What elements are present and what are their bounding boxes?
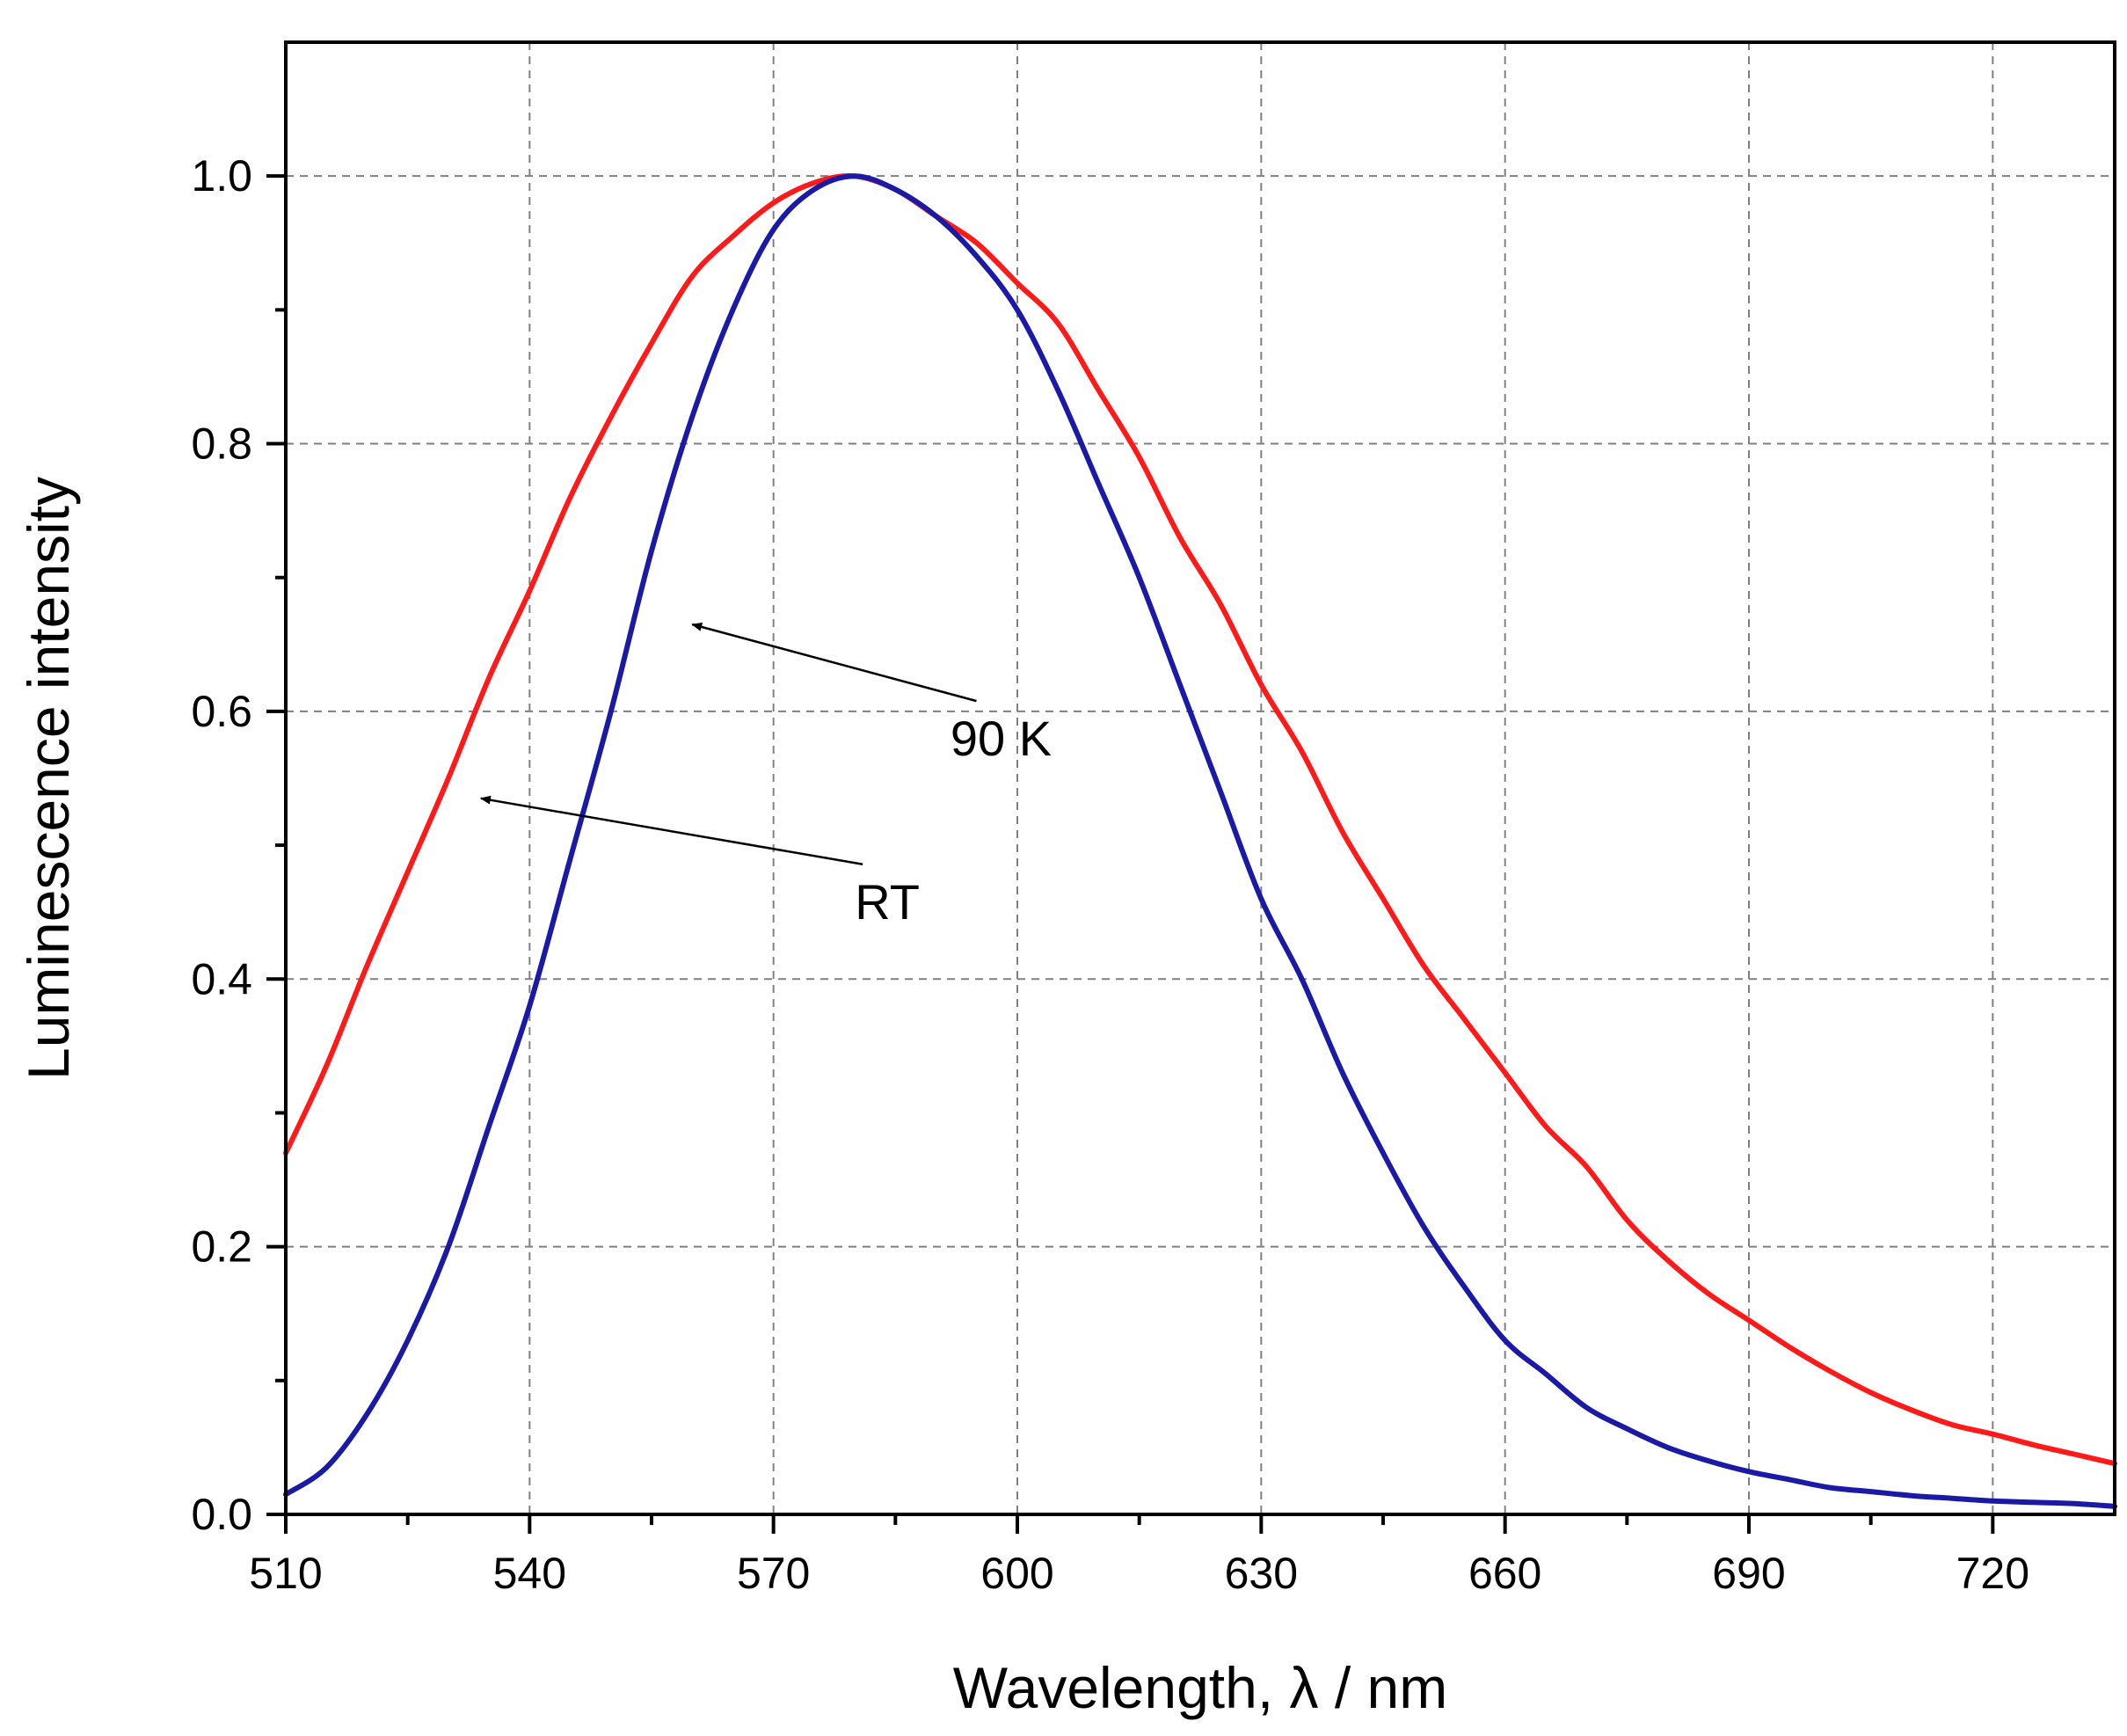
plot-frame	[284, 40, 2116, 1516]
x-tick-label: 660	[1468, 1549, 1541, 1598]
series-line-rt	[283, 172, 2117, 1467]
x-tick-label: 600	[980, 1549, 1053, 1598]
y-tick-label: 0.8	[191, 419, 252, 469]
annotation-arrow-90-k	[691, 623, 977, 703]
x-tick-label: 510	[249, 1549, 322, 1598]
x-tick-label: 690	[1712, 1549, 1785, 1598]
data-series	[283, 172, 2117, 1509]
x-tick-label: 570	[737, 1549, 810, 1598]
annotations: 90 K RT	[479, 623, 1052, 930]
y-tick-label: 0.4	[191, 954, 252, 1003]
x-tick-label: 630	[1225, 1549, 1298, 1598]
tick-labels: 510 540 570 600 630 660 690 720 0.0 0.2 0.4 0.6 0.8 1…	[191, 151, 2029, 1598]
axis-ticks	[266, 174, 1995, 1534]
x-axis-label: Wavelength, λ / nm	[953, 1655, 1447, 1720]
grid-lines	[286, 42, 2115, 1514]
x-tick-label: 720	[1956, 1549, 2029, 1598]
y-tick-label: 0.2	[191, 1222, 252, 1272]
y-tick-label: 0.0	[191, 1490, 252, 1539]
annotation-arrow-rt	[479, 795, 863, 866]
series-line-90-k	[283, 173, 2117, 1509]
y-axis-label: Luminescence intensity	[16, 477, 81, 1080]
annotation-label-90-k: 90 K	[951, 711, 1052, 766]
x-tick-label: 540	[493, 1549, 566, 1598]
annotation-label-rt: RT	[855, 874, 920, 930]
y-tick-label: 1.0	[191, 151, 252, 201]
y-tick-label: 0.6	[191, 687, 252, 736]
